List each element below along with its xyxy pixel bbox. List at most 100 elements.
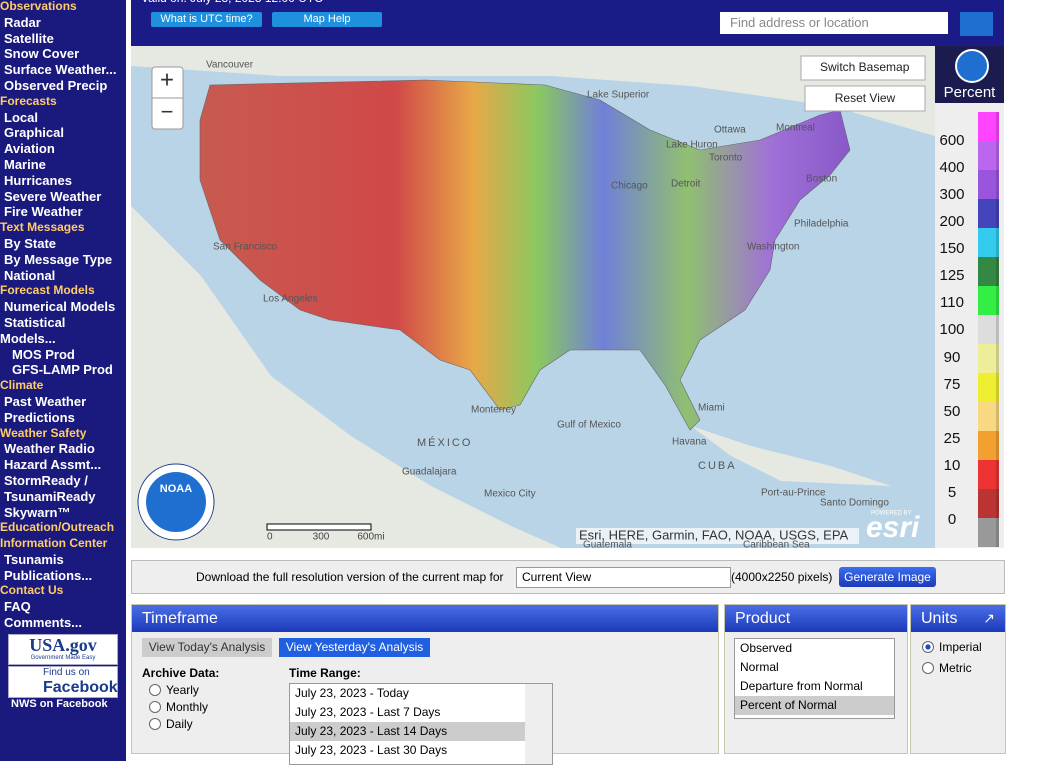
menu-item[interactable]: Snow Cover bbox=[4, 46, 80, 62]
legend-label: 5 bbox=[947, 483, 957, 501]
menu-item[interactable]: Hurricanes bbox=[4, 172, 72, 188]
menu-item[interactable]: Aviation bbox=[4, 141, 55, 157]
switch-basemap[interactable] bbox=[800, 55, 926, 81]
legend-swatch bbox=[978, 257, 999, 286]
menu-header[interactable]: Forecasts bbox=[0, 93, 57, 108]
menu-item[interactable]: Past Weather bbox=[4, 393, 87, 409]
menu-item[interactable]: Skywarn™ bbox=[4, 504, 71, 520]
facebook-badge[interactable]: Find us on Facebook bbox=[8, 666, 118, 698]
menu-subitem[interactable]: GFS-LAMP Prod bbox=[12, 362, 113, 378]
legend-swatch bbox=[978, 170, 999, 199]
usagov-badge[interactable]: USA.gov Government Made Easy bbox=[8, 634, 118, 665]
powered-by: POWERED BY bbox=[871, 511, 912, 517]
legend-swatch bbox=[978, 286, 999, 315]
map-label: Miami bbox=[698, 403, 725, 414]
switch-basemap-label: Switch Basemap bbox=[820, 60, 910, 74]
map-label: Caribbean Sea bbox=[743, 540, 810, 548]
map-label: Guadalajara bbox=[402, 467, 457, 478]
legend-label: 50 bbox=[943, 402, 961, 420]
menu-subitem[interactable]: MOS Prod bbox=[12, 346, 75, 362]
utc-button[interactable]: What is UTC time? bbox=[151, 12, 262, 27]
menu-item[interactable]: Radar bbox=[4, 14, 41, 30]
range-option[interactable]: July 23, 2023 - Last 7 Days bbox=[295, 705, 441, 719]
range-option[interactable]: July 23, 2023 - Last 14 Days bbox=[290, 722, 525, 741]
menu-header[interactable]: Forecast Models bbox=[0, 283, 95, 298]
range-option[interactable]: July 23, 2023 - Today bbox=[295, 686, 409, 700]
popout-icon[interactable]: ↗ bbox=[983, 610, 995, 626]
generate-button[interactable]: Generate Image bbox=[839, 567, 936, 587]
radio-label: Metric bbox=[939, 661, 972, 675]
menu-item[interactable]: By Message Type bbox=[4, 251, 113, 267]
yesterday-button[interactable]: View Yesterday's Analysis bbox=[279, 638, 430, 657]
menu-item[interactable]: Marine bbox=[4, 156, 46, 172]
menu-item[interactable]: Publications... bbox=[4, 567, 93, 583]
esri-logo: esri bbox=[866, 511, 920, 544]
map-label: Los Angeles bbox=[263, 294, 318, 305]
menu-item[interactable]: Satellite bbox=[4, 30, 54, 46]
menu-item[interactable]: Hazard Assmt... bbox=[4, 457, 102, 473]
menu-header[interactable]: Climate bbox=[0, 378, 44, 393]
map-label: Chicago bbox=[611, 181, 648, 192]
menu-item[interactable]: Surface Weather... bbox=[4, 62, 117, 78]
menu-item[interactable]: Numerical Models bbox=[4, 299, 116, 315]
menu-header[interactable]: Information Center bbox=[0, 536, 108, 551]
facebook-link[interactable]: NWS on Facebook bbox=[11, 698, 108, 710]
menu-item[interactable]: National bbox=[4, 267, 56, 283]
menu-item[interactable]: TsunamiReady bbox=[4, 488, 96, 504]
menu-item[interactable]: StormReady / bbox=[4, 472, 88, 488]
menu-header[interactable]: Education/Outreach bbox=[0, 520, 115, 535]
menu-header[interactable]: Observations bbox=[0, 0, 77, 13]
scale-label: 600mi bbox=[357, 532, 384, 543]
help-button[interactable]: Map Help bbox=[272, 12, 382, 27]
menu-item[interactable]: By State bbox=[4, 235, 57, 251]
map-label: Philadelphia bbox=[794, 219, 849, 230]
menu-item[interactable]: FAQ bbox=[4, 599, 31, 615]
timeframe-panel: Timeframe View Today's Analysis View Yeste… bbox=[131, 604, 719, 765]
product-option[interactable]: Departure from Normal bbox=[740, 679, 863, 693]
menu-header[interactable]: Weather Safety bbox=[0, 425, 87, 440]
valid-time: Valid on: July 23, 2023 12:00 UTC bbox=[141, 0, 323, 5]
search-button[interactable] bbox=[960, 12, 993, 36]
menu-item[interactable]: Comments... bbox=[4, 615, 83, 631]
units-panel: Units ↗ Imperial Metric bbox=[910, 604, 1006, 754]
menu-item[interactable]: Predictions bbox=[4, 409, 75, 425]
map-label: Lake Superior bbox=[587, 90, 650, 101]
legend-label: 75 bbox=[943, 375, 961, 393]
map-label: MÉXICO bbox=[417, 436, 472, 449]
units-radio[interactable]: Metric bbox=[922, 661, 972, 675]
product-option[interactable]: Percent of Normal bbox=[735, 696, 894, 715]
menu-item[interactable]: Graphical bbox=[4, 125, 64, 141]
noaa-logo-circle bbox=[955, 49, 989, 83]
legend-swatch bbox=[978, 489, 999, 518]
legend-swatch bbox=[978, 373, 999, 402]
noaa-logo: Percent bbox=[935, 46, 1004, 103]
map-label: Guatemala bbox=[583, 540, 632, 548]
menu-item[interactable]: Statistical Models... bbox=[0, 314, 66, 346]
view-select[interactable]: Current View bbox=[516, 567, 731, 588]
archive-radio[interactable]: Daily bbox=[149, 717, 193, 731]
legend-swatch bbox=[978, 518, 999, 547]
product-option[interactable]: Normal bbox=[740, 660, 779, 674]
radio-label: Daily bbox=[166, 717, 193, 731]
menu-item[interactable]: Local bbox=[4, 109, 38, 125]
legend-title: Percent bbox=[943, 84, 996, 101]
menu-item[interactable]: Tsunamis bbox=[4, 551, 64, 567]
menu-item[interactable]: Weather Radio bbox=[4, 441, 95, 457]
archive-radio[interactable]: Yearly bbox=[149, 683, 199, 697]
today-button[interactable]: View Today's Analysis bbox=[142, 638, 272, 657]
search-box[interactable]: Find address or location bbox=[720, 12, 948, 34]
range-option[interactable]: July 23, 2023 - Last 30 Days bbox=[295, 743, 448, 757]
product-list[interactable]: Observed Normal Departure from Normal Perce… bbox=[734, 638, 895, 719]
menu-header[interactable]: Contact Us bbox=[0, 583, 64, 598]
reset-view[interactable] bbox=[804, 85, 926, 112]
product-option[interactable]: Observed bbox=[740, 641, 793, 655]
range-list[interactable]: July 23, 2023 - Today July 23, 2023 - Las… bbox=[289, 683, 553, 765]
menu: Observations Radar Satellite Snow Cover Surf… bbox=[0, 0, 124, 631]
legend-label: 90 bbox=[943, 348, 961, 366]
archive-radio[interactable]: Monthly bbox=[149, 700, 208, 714]
menu-item[interactable]: Observed Precip bbox=[4, 77, 108, 93]
units-radio[interactable]: Imperial bbox=[922, 640, 982, 654]
menu-header[interactable]: Text Messages bbox=[0, 220, 85, 235]
menu-item[interactable]: Fire Weather bbox=[4, 204, 83, 220]
menu-item[interactable]: Severe Weather bbox=[4, 188, 102, 204]
